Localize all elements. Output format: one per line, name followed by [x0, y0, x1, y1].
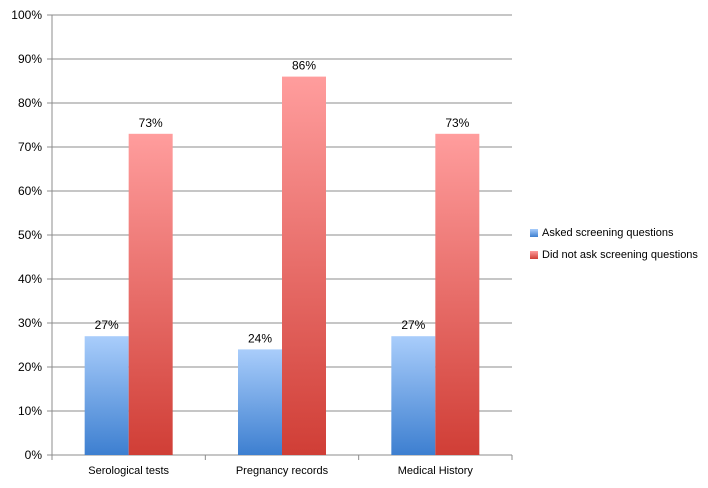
data-labels: 27% 24% 27% 73% 86% 73% — [95, 59, 470, 346]
data-label: 86% — [292, 59, 316, 73]
y-tick-label: 10% — [18, 404, 42, 418]
legend-label-did-not-ask: Did not ask screening questions — [542, 249, 698, 261]
bar — [84, 336, 129, 455]
bar — [282, 76, 326, 455]
y-tick-label: 100% — [11, 8, 42, 22]
x-tick-label: Medical History — [398, 465, 474, 477]
bar — [128, 133, 173, 456]
data-label: 27% — [95, 318, 119, 332]
y-tick-label: 30% — [18, 316, 42, 330]
y-tick-label: 40% — [18, 272, 42, 286]
y-tick-label: 80% — [18, 96, 42, 110]
legend-swatch-asked — [530, 229, 538, 237]
axes: 0% 10% 20% 30% 40% 50% 60% 70% 80% 90% 100% Serolog… — [11, 8, 513, 477]
legend-swatch-did-not-ask — [530, 251, 538, 259]
x-tick-label: Pregnancy records — [236, 465, 329, 477]
bar — [391, 336, 436, 455]
bar — [238, 349, 282, 455]
data-label: 73% — [445, 116, 469, 130]
x-tick-label: Serological tests — [88, 465, 169, 477]
legend-label-asked: Asked screening questions — [542, 227, 674, 239]
y-tick-label: 20% — [18, 360, 42, 374]
bar — [435, 133, 480, 456]
data-label: 27% — [401, 318, 425, 332]
legend-item-asked: Asked screening questions — [530, 222, 698, 244]
y-tick-label: 60% — [18, 184, 42, 198]
data-label: 73% — [139, 116, 163, 130]
data-label: 24% — [248, 331, 272, 345]
legend-item-did-not-ask: Did not ask screening questions — [530, 244, 698, 266]
y-tick-label: 70% — [18, 140, 42, 154]
y-tick-label: 0% — [25, 448, 43, 462]
y-tick-label: 50% — [18, 228, 42, 242]
bars — [84, 76, 480, 456]
legend: Asked screening questions Did not ask sc… — [530, 222, 698, 266]
y-tick-label: 90% — [18, 52, 42, 66]
